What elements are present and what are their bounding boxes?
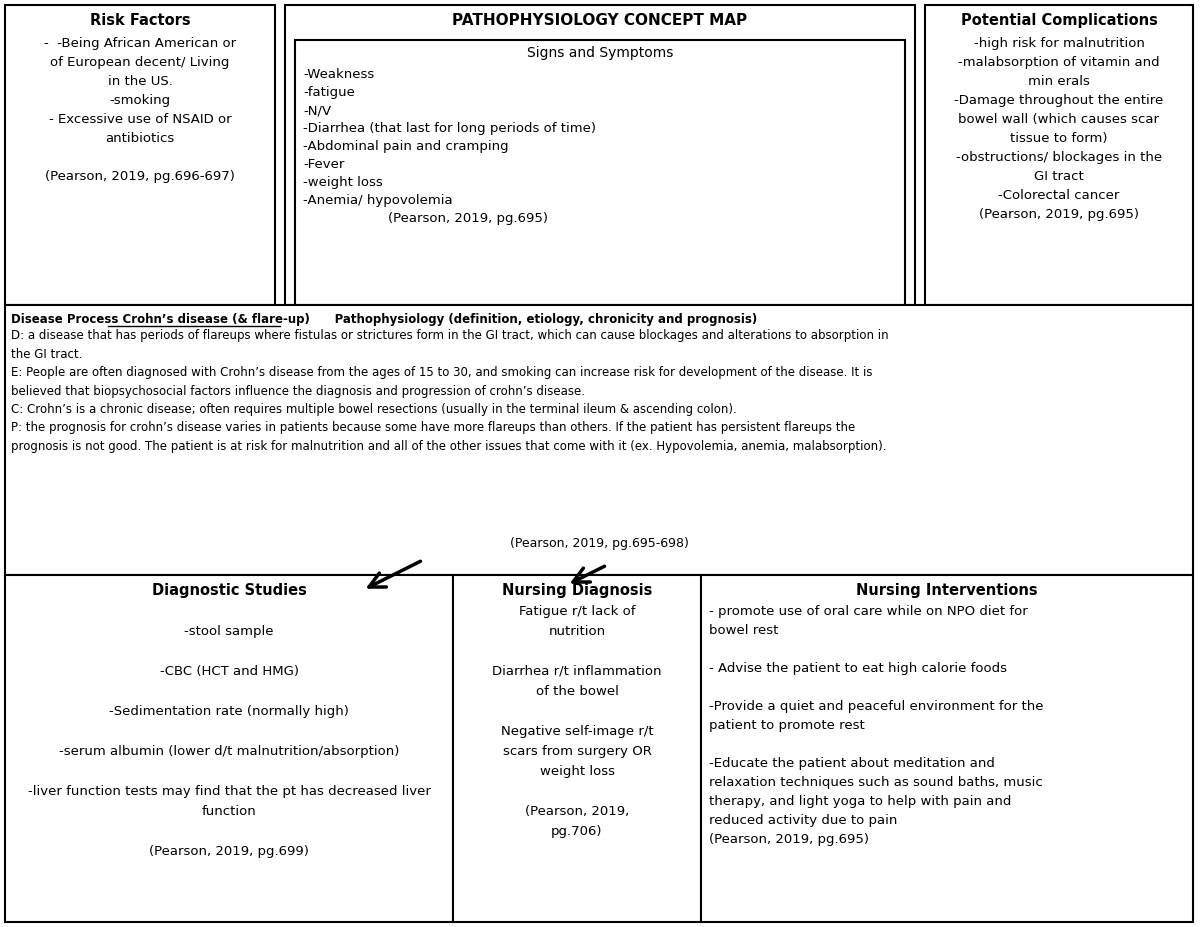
- Bar: [925, 5, 1193, 305]
- Text: -Weakness
-fatigue
-N/V
-Diarrhea (that last for long periods of time)
-Abdomina: -Weakness -fatigue -N/V -Diarrhea (that …: [302, 68, 596, 225]
- Text: Fatigue r/t lack of
nutrition

Diarrhea r/t inflammation
of the bowel

Negative : Fatigue r/t lack of nutrition Diarrhea r…: [492, 605, 661, 838]
- Text: Potential Complications: Potential Complications: [960, 13, 1158, 28]
- Bar: [5, 305, 1193, 575]
- Text: -  -Being African American or
of European decent/ Living
in the US.
-smoking
- E: - -Being African American or of European…: [44, 37, 236, 183]
- Bar: [5, 5, 275, 305]
- Bar: [454, 575, 701, 922]
- Text: Diagnostic Studies: Diagnostic Studies: [151, 583, 306, 598]
- Text: D: a disease that has periods of flareups where fistulas or strictures form in t: D: a disease that has periods of flareup…: [11, 329, 889, 453]
- Text: (Pearson, 2019, pg.695-698): (Pearson, 2019, pg.695-698): [510, 537, 689, 550]
- Text: Risk Factors: Risk Factors: [90, 13, 191, 28]
- Bar: [701, 575, 1193, 922]
- Text: - promote use of oral care while on NPO diet for
bowel rest

- Advise the patien: - promote use of oral care while on NPO …: [709, 605, 1044, 846]
- Bar: [5, 575, 454, 922]
- Text: -stool sample

-CBC (HCT and HMG)

-Sedimentation rate (normally high)

-serum a: -stool sample -CBC (HCT and HMG) -Sedime…: [28, 605, 431, 858]
- Bar: [295, 40, 905, 305]
- Bar: [286, 5, 916, 305]
- Text: Signs and Symptoms: Signs and Symptoms: [527, 46, 673, 60]
- Text: Nursing Diagnosis: Nursing Diagnosis: [502, 583, 652, 598]
- Text: Disease Process Crohn’s disease (& flare-up)      Pathophysiology (definition, e: Disease Process Crohn’s disease (& flare…: [11, 313, 757, 326]
- Text: PATHOPHYSIOLOGY CONCEPT MAP: PATHOPHYSIOLOGY CONCEPT MAP: [452, 13, 748, 28]
- Text: Nursing Interventions: Nursing Interventions: [856, 583, 1038, 598]
- Text: -high risk for malnutrition
-malabsorption of vitamin and
min erals
-Damage thro: -high risk for malnutrition -malabsorpti…: [954, 37, 1164, 221]
